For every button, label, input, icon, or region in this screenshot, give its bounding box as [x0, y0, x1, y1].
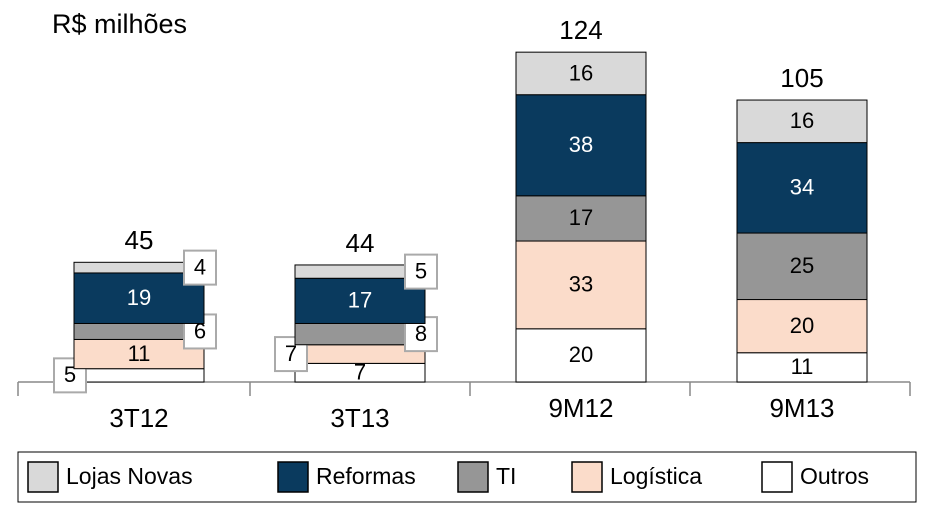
bar-segment — [73, 368, 205, 383]
total-label: 105 — [780, 63, 823, 93]
bar-segment — [736, 299, 868, 354]
legend-label: Outros — [800, 463, 869, 489]
bar-segment — [515, 195, 647, 242]
data-label: 8 — [415, 321, 427, 346]
data-label: 33 — [569, 272, 593, 297]
data-label: 17 — [348, 288, 372, 313]
bar-segment — [736, 99, 868, 144]
legend-label: Logística — [610, 463, 702, 489]
bar-segment — [73, 338, 205, 370]
data-label: 20 — [790, 313, 814, 338]
legend-label: Lojas Novas — [66, 463, 193, 489]
data-label: 34 — [790, 175, 814, 200]
data-label: 16 — [569, 60, 593, 85]
data-label: 19 — [127, 285, 151, 310]
data-label: 5 — [64, 362, 76, 387]
data-label: 20 — [569, 342, 593, 367]
callout-box — [183, 249, 217, 286]
x-tick-label: 9M13 — [769, 393, 834, 423]
bar-segment — [294, 277, 426, 324]
bar-segment — [515, 51, 647, 96]
x-tick-label: 9M12 — [548, 393, 613, 423]
bar-segment — [736, 232, 868, 301]
data-label: 7 — [285, 341, 297, 366]
callout-box — [404, 253, 438, 290]
bar-segment — [515, 240, 647, 330]
legend-label: Reformas — [316, 463, 416, 489]
data-label: 25 — [790, 253, 814, 278]
data-label: 11 — [128, 341, 151, 366]
legend-swatch — [277, 461, 309, 493]
legend-swatch — [27, 461, 59, 493]
bar-segment — [736, 352, 868, 383]
data-label: 16 — [790, 108, 814, 133]
data-label: 5 — [415, 258, 427, 283]
data-label: 38 — [569, 132, 593, 157]
bar-segment — [515, 94, 647, 197]
chart-title: R$ milhões — [52, 9, 187, 39]
x-tick-label: 3T12 — [109, 403, 168, 433]
legend-swatch — [761, 461, 793, 493]
legend-frame — [17, 451, 917, 503]
total-label: 45 — [125, 225, 154, 255]
data-label: 4 — [194, 254, 206, 279]
legend-swatch — [571, 461, 603, 493]
legend-swatch — [457, 461, 489, 493]
x-tick-label: 3T13 — [330, 403, 389, 433]
data-label: 6 — [194, 318, 206, 343]
total-label: 44 — [346, 228, 375, 258]
total-label: 124 — [559, 15, 602, 45]
data-label: 11 — [791, 354, 814, 379]
data-label: 17 — [569, 205, 593, 230]
data-label: 7 — [354, 360, 366, 385]
legend-label: TI — [496, 463, 516, 489]
bar-segment — [515, 328, 647, 383]
bar-segment — [736, 142, 868, 234]
